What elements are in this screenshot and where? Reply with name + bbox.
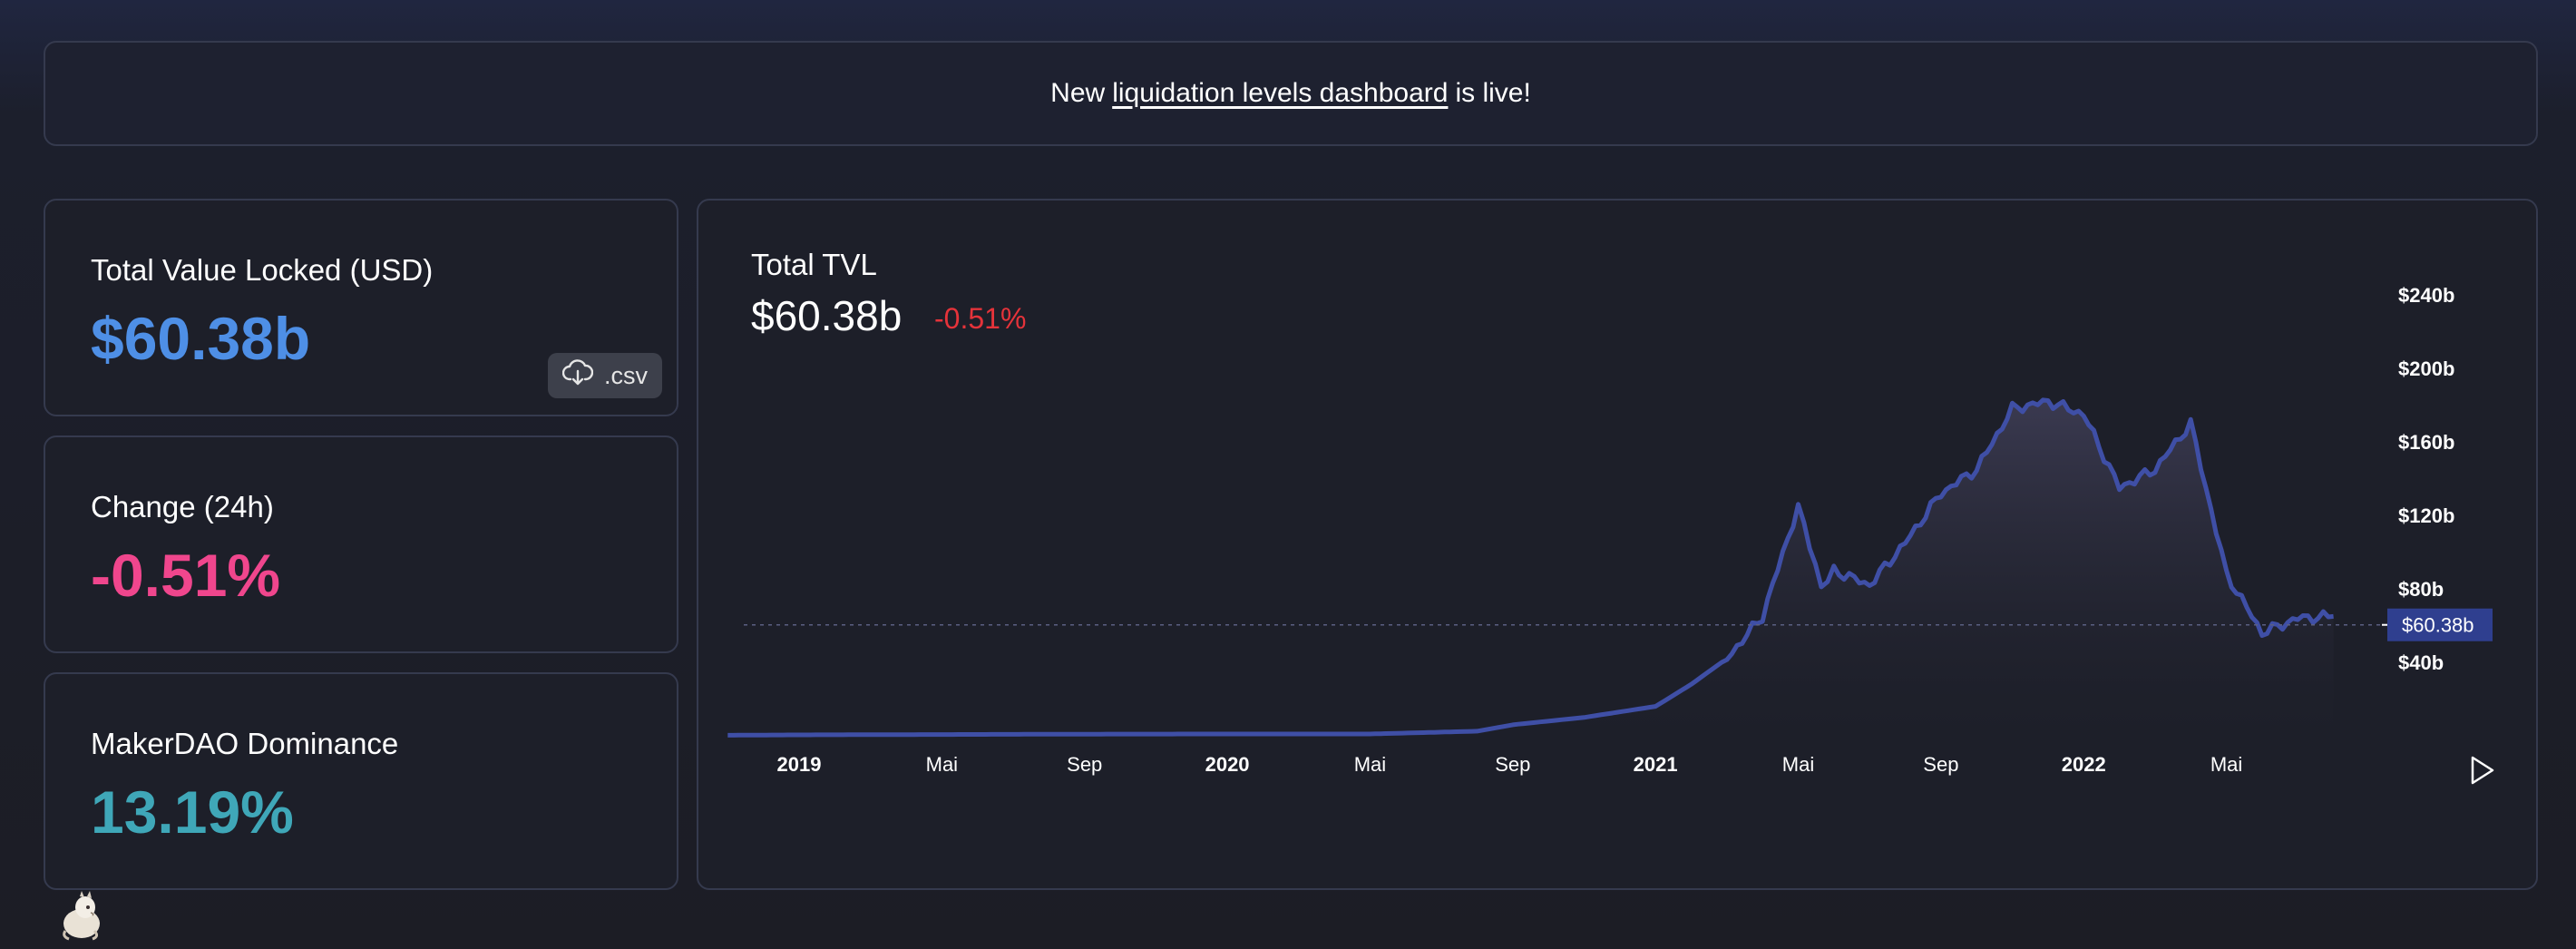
y-tick-label: $200b [2398,357,2454,380]
announcement-banner: New liquidation levels dashboard is live… [44,41,2538,146]
y-tick-label: $40b [2398,651,2444,674]
x-tick-label: 2020 [1205,753,1250,776]
dominance-label: MakerDAO Dominance [91,727,399,760]
current-value-label: $60.38b [2402,614,2474,637]
chart-change: -0.51% [934,302,1027,335]
cloud-download-icon [561,358,594,393]
tvl-card: Total Value Locked (USD) $60.38b .csv [44,199,678,416]
change-card: Change (24h) -0.51% [44,435,678,653]
play-icon[interactable] [2471,756,2494,785]
x-tick-label: Sep [1495,753,1530,776]
tvl-area [727,399,2334,736]
x-tick-label: 2022 [2062,753,2106,776]
chart-value: $60.38b [751,292,903,339]
x-tick-label: 2021 [1634,753,1678,776]
x-tick-label: Mai [1354,753,1386,776]
x-tick-label: Sep [1067,753,1102,776]
y-tick-label: $120b [2398,504,2454,527]
chart-title: Total TVL [751,248,877,281]
csv-label: .csv [603,361,648,389]
current-value-tag: $60.38b [2382,608,2493,641]
download-csv-button[interactable]: .csv [548,353,662,398]
y-tick-label: $80b [2398,578,2444,601]
y-tick-label: $160b [2398,431,2454,454]
x-tick-label: Mai [926,753,958,776]
x-tick-label: Sep [1923,753,1958,776]
tvl-chart[interactable]: $40b $80b $120b $160b $200b $240b 2019 Mai Sep 2… [698,201,2536,888]
tvl-value: $60.38b [91,305,311,372]
tvl-chart-panel: Total TVL $60.38b -0.51% $40b $80b $120b $1… [697,199,2538,890]
liquidation-dashboard-link[interactable]: liquidation levels dashboard [1112,78,1449,108]
banner-suffix: is live! [1455,78,1531,108]
x-tick-label: Mai [2210,753,2242,776]
tvl-line [727,397,2334,738]
x-tick-label: Mai [1782,753,1814,776]
y-tick-label: $240b [2398,284,2454,307]
banner-prefix: New [1050,78,1106,108]
change-label: Change (24h) [91,490,274,523]
x-tick-label: 2019 [777,753,822,776]
llama-logo [58,889,105,942]
dominance-value: 13.19% [91,778,294,846]
dominance-card: MakerDAO Dominance 13.19% [44,672,678,890]
tvl-label: Total Value Locked (USD) [91,253,434,287]
change-value: -0.51% [91,542,281,609]
